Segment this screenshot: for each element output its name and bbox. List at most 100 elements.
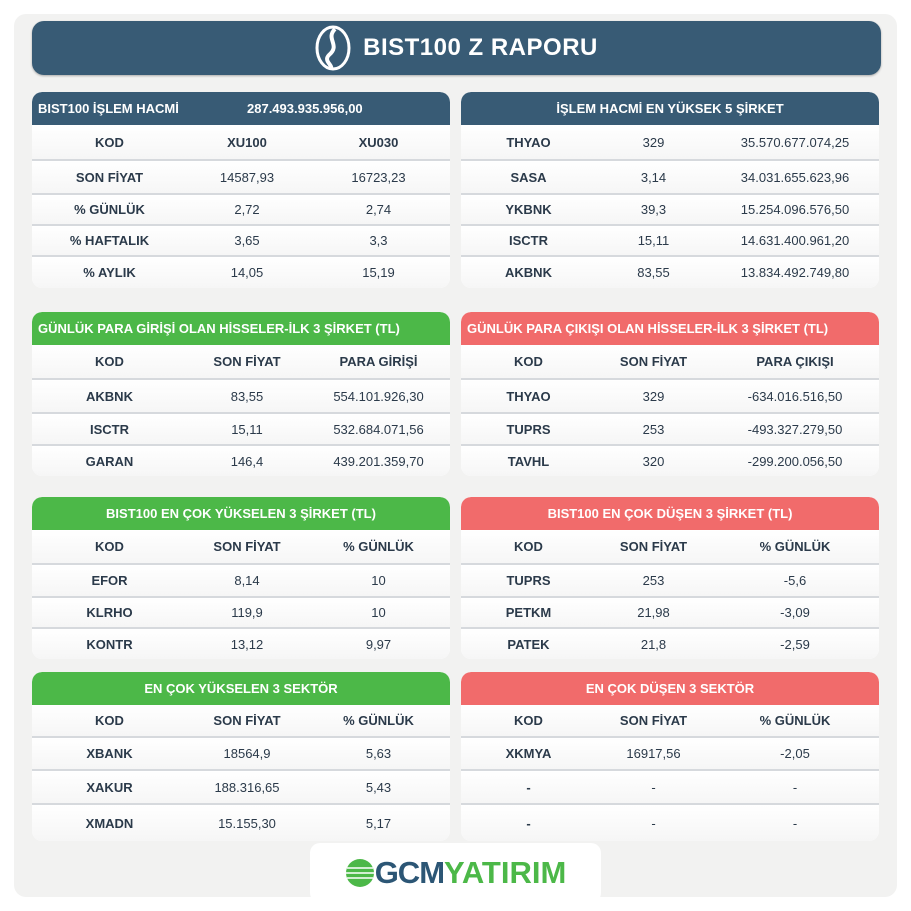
- cell: 35.570.677.074,25: [740, 134, 850, 150]
- cell: 2,74: [365, 202, 392, 217]
- cell: YKBNK: [505, 202, 552, 217]
- table-row: % GÜNLÜK 2,72 2,74: [32, 195, 450, 226]
- cell: GARAN: [85, 453, 134, 469]
- panel-header: BIST100 İŞLEM HACMİ 287.493.935.956,00: [32, 92, 450, 125]
- cell: % AYLIK: [83, 265, 136, 280]
- cell: 14,05: [230, 265, 264, 280]
- table-row: PETKM 21,98 -3,09: [461, 598, 879, 629]
- cell: 320: [642, 453, 665, 469]
- table-row: % AYLIK 14,05 15,19: [32, 257, 450, 288]
- cell: 13,12: [230, 636, 264, 652]
- cell: XBANK: [86, 746, 133, 761]
- cell: 14.631.400.961,20: [740, 233, 850, 248]
- table-row: XAKUR 188.316,65 5,43: [32, 771, 450, 805]
- panel-title: BIST100 EN ÇOK DÜŞEN 3 ŞİRKET (TL): [547, 506, 793, 521]
- table-row: SON FİYAT 14587,93 16723,23: [32, 161, 450, 195]
- cell: THYAO: [506, 388, 551, 404]
- cell: SON FİYAT: [619, 354, 688, 369]
- report-title: BIST100 Z RAPORU: [363, 34, 598, 61]
- cell: % GÜNLÜK: [343, 713, 414, 728]
- cell: -5,6: [783, 573, 807, 588]
- column-header-row: KOD SON FİYAT % GÜNLÜK: [32, 705, 450, 738]
- cell: PATEK: [507, 636, 550, 652]
- cell: PETKM: [505, 605, 552, 620]
- cell: 10: [371, 605, 386, 620]
- header-label: BIST100 İŞLEM HACMİ: [38, 101, 179, 116]
- cell: ISCTR: [509, 233, 548, 248]
- column-header-row: KOD SON FİYAT % GÜNLÜK: [32, 530, 450, 565]
- table-row: ISCTR 15,11 532.684.071,56: [32, 414, 450, 446]
- cell: 8,14: [234, 573, 260, 588]
- column-header-row: KOD SON FİYAT PARA ÇIKIŞI: [461, 345, 879, 380]
- table-row: TUPRS 253 -493.327.279,50: [461, 414, 879, 446]
- brand-logo: GCM YATIRIM: [310, 843, 601, 903]
- table-row: TUPRS 253 -5,6: [461, 565, 879, 598]
- cell: 554.101.926,30: [333, 388, 424, 404]
- panel-title: BIST100 EN ÇOK YÜKSELEN 3 ŞİRKET (TL): [106, 506, 376, 521]
- cell: 15.155,30: [218, 815, 276, 831]
- cell: 253: [642, 421, 665, 437]
- cell: SON FİYAT: [213, 713, 281, 728]
- cell: KOD: [95, 713, 124, 728]
- cell: KLRHO: [86, 605, 133, 620]
- cell: 15,19: [362, 265, 395, 280]
- cell: 83,55: [637, 265, 670, 280]
- cell: SON FİYAT: [213, 354, 281, 369]
- table-row: GARAN 146,4 439.201.359,70: [32, 446, 450, 476]
- cell: 39,3: [640, 202, 667, 217]
- cell: 34.031.655.623,96: [740, 169, 850, 185]
- cell: -2,05: [780, 746, 810, 761]
- cell: AKBNK: [505, 265, 552, 280]
- table-row: SASA 3,14 34.031.655.623,96: [461, 161, 879, 195]
- table-row: YKBNK 39,3 15.254.096.576,50: [461, 195, 879, 226]
- panel-title: GÜNLÜK PARA ÇIKIŞI OLAN HİSSELER-İLK 3 Ş…: [467, 321, 829, 336]
- table-row: XBANK 18564,9 5,63: [32, 738, 450, 771]
- table-row: KONTR 13,12 9,97: [32, 629, 450, 659]
- cell: SON FİYAT: [619, 713, 688, 728]
- report-header: BIST100 Z RAPORU: [32, 21, 881, 75]
- cell: -: [526, 815, 531, 831]
- cell: -: [651, 815, 656, 831]
- column-header-row: KOD XU100 XU030: [32, 125, 450, 161]
- cell: SON FİYAT: [619, 539, 688, 554]
- cell: KOD: [514, 354, 543, 369]
- cell: % GÜNLÜK: [343, 539, 414, 554]
- header-value: 287.493.935.956,00: [247, 101, 363, 116]
- cell: -: [792, 815, 798, 831]
- cell: -493.327.279,50: [747, 421, 843, 437]
- cell: PARA GİRİŞİ: [339, 354, 418, 369]
- cell: KOD: [95, 134, 124, 150]
- cell: ISCTR: [90, 421, 129, 437]
- table-row: AKBNK 83,55 13.834.492.749,80: [461, 257, 879, 288]
- cell: 119,9: [231, 605, 263, 620]
- panel-top-volume: İŞLEM HACMİ EN YÜKSEK 5 ŞİRKET THYAO 329 35…: [461, 92, 879, 288]
- table-row: XKMYA 16917,56 -2,05: [461, 738, 879, 771]
- panel-header: GÜNLÜK PARA GİRİŞİ OLAN HİSSELER-İLK 3 Ş…: [32, 312, 450, 345]
- cell: 83,55: [230, 388, 264, 404]
- cell: PARA ÇIKIŞI: [756, 354, 834, 369]
- cell: THYAO: [506, 134, 551, 150]
- cell: KONTR: [86, 636, 133, 652]
- table-row: EFOR 8,14 10: [32, 565, 450, 598]
- cell: 14587,93: [219, 169, 275, 185]
- table-row: TAVHL 320 -299.200.056,50: [461, 446, 879, 476]
- globe-icon: [345, 859, 374, 887]
- column-header-row: KOD SON FİYAT % GÜNLÜK: [461, 530, 879, 565]
- cell: XKMYA: [505, 746, 552, 761]
- table-row: % HAFTALIK 3,65 3,3: [32, 226, 450, 257]
- cell: -299.200.056,50: [747, 453, 843, 469]
- cell: % HAFTALIK: [69, 233, 150, 248]
- panel-header: BIST100 EN ÇOK DÜŞEN 3 ŞİRKET (TL): [461, 497, 879, 530]
- cell: TUPRS: [506, 573, 551, 588]
- column-header-row: KOD SON FİYAT % GÜNLÜK: [461, 705, 879, 738]
- cell: TAVHL: [507, 453, 550, 469]
- panel-header: GÜNLÜK PARA ÇIKIŞI OLAN HİSSELER-İLK 3 Ş…: [461, 312, 879, 345]
- panel-title: EN ÇOK YÜKSELEN 3 SEKTÖR: [144, 681, 338, 696]
- cell: 2,72: [234, 202, 260, 217]
- cell: KOD: [514, 539, 543, 554]
- cell: 146,4: [230, 453, 264, 469]
- panel-top-losers: BIST100 EN ÇOK DÜŞEN 3 ŞİRKET (TL) KOD SON…: [461, 497, 879, 659]
- cell: EFOR: [91, 573, 128, 588]
- cell: 5,63: [365, 746, 392, 761]
- cell: XU100: [227, 134, 267, 150]
